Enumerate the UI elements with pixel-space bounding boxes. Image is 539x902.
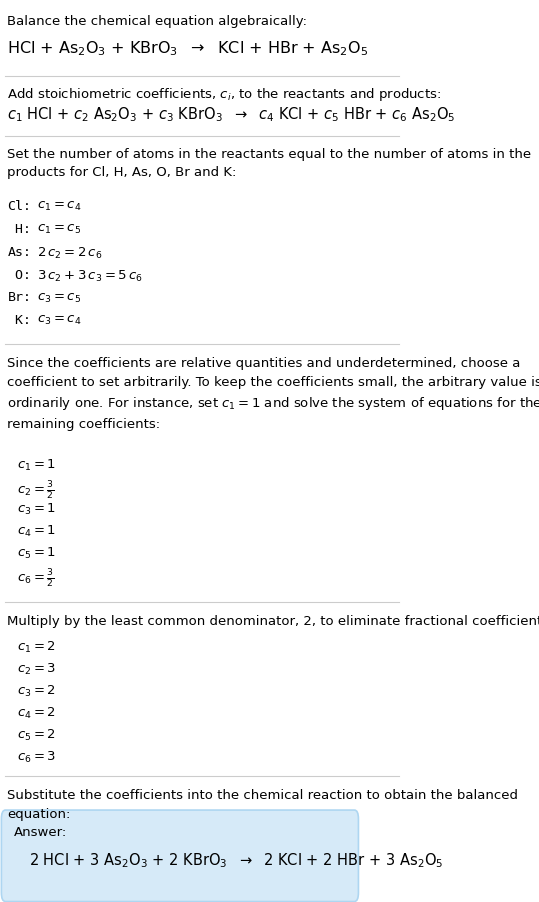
Text: $c_1 = c_4$: $c_1 = c_4$ (38, 200, 82, 213)
Text: $c_1$ HCl + $c_2$ As$_2$O$_3$ + $c_3$ KBrO$_3$  $\rightarrow$  $c_4$ KCl + $c_5$: $c_1$ HCl + $c_2$ As$_2$O$_3$ + $c_3$ KB… (8, 106, 456, 124)
Text: $c_3 = 2$: $c_3 = 2$ (17, 684, 57, 699)
Text: Br:: Br: (8, 291, 31, 305)
Text: $c_4 = 1$: $c_4 = 1$ (17, 524, 57, 539)
FancyBboxPatch shape (2, 810, 358, 901)
Text: $c_5 = 1$: $c_5 = 1$ (17, 546, 57, 561)
Text: $c_5 = 2$: $c_5 = 2$ (17, 728, 57, 742)
Text: Since the coefficients are relative quantities and underdetermined, choose a
coe: Since the coefficients are relative quan… (8, 357, 539, 430)
Text: Multiply by the least common denominator, 2, to eliminate fractional coefficient: Multiply by the least common denominator… (8, 615, 539, 629)
Text: $c_3 = c_4$: $c_3 = c_4$ (38, 314, 82, 327)
Text: $c_4 = 2$: $c_4 = 2$ (17, 705, 57, 721)
Text: As:: As: (8, 245, 31, 259)
Text: $c_3 = 1$: $c_3 = 1$ (17, 502, 57, 517)
Text: $c_3 = c_5$: $c_3 = c_5$ (38, 291, 81, 305)
Text: $c_6 = 3$: $c_6 = 3$ (17, 750, 57, 765)
Text: $c_1 = c_5$: $c_1 = c_5$ (38, 223, 81, 236)
Text: Set the number of atoms in the reactants equal to the number of atoms in the
pro: Set the number of atoms in the reactants… (8, 149, 531, 179)
Text: H:: H: (8, 223, 31, 236)
Text: $c_1 = 1$: $c_1 = 1$ (17, 458, 57, 474)
Text: K:: K: (8, 314, 31, 327)
Text: $c_2 = 3$: $c_2 = 3$ (17, 662, 57, 677)
Text: $c_6 = \frac{3}{2}$: $c_6 = \frac{3}{2}$ (17, 567, 55, 590)
Text: HCl + As$_2$O$_3$ + KBrO$_3$  $\rightarrow$  KCl + HBr + As$_2$O$_5$: HCl + As$_2$O$_3$ + KBrO$_3$ $\rightarro… (8, 39, 369, 58)
Text: Balance the chemical equation algebraically:: Balance the chemical equation algebraica… (8, 15, 307, 28)
Text: $c_1 = 2$: $c_1 = 2$ (17, 640, 57, 655)
Text: Answer:: Answer: (13, 826, 67, 839)
Text: $3\,c_2 + 3\,c_3 = 5\,c_6$: $3\,c_2 + 3\,c_3 = 5\,c_6$ (38, 269, 143, 284)
Text: Cl:: Cl: (8, 200, 31, 213)
Text: O:: O: (8, 269, 31, 281)
Text: Add stoichiometric coefficients, $c_i$, to the reactants and products:: Add stoichiometric coefficients, $c_i$, … (8, 86, 441, 103)
Text: $c_2 = \frac{3}{2}$: $c_2 = \frac{3}{2}$ (17, 480, 55, 502)
Text: $2\,c_2 = 2\,c_6$: $2\,c_2 = 2\,c_6$ (38, 245, 103, 261)
Text: Substitute the coefficients into the chemical reaction to obtain the balanced
eq: Substitute the coefficients into the che… (8, 789, 519, 821)
Text: 2 HCl + 3 As$_2$O$_3$ + 2 KBrO$_3$  $\rightarrow$  2 KCl + 2 HBr + 3 As$_2$O$_5$: 2 HCl + 3 As$_2$O$_3$ + 2 KBrO$_3$ $\rig… (30, 851, 444, 870)
